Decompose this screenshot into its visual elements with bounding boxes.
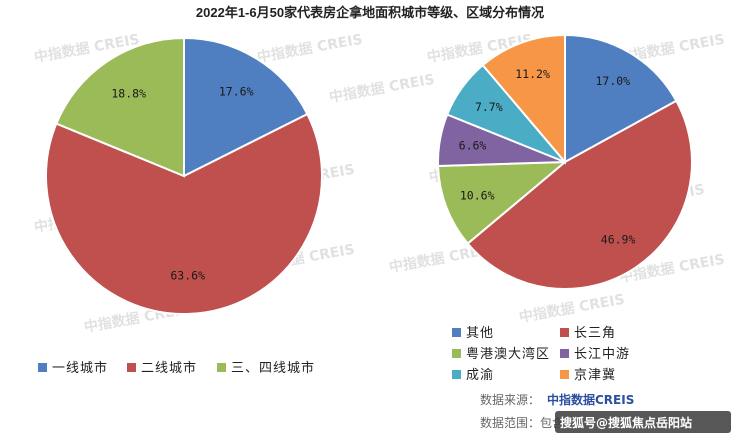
- legend-label: 成渝: [466, 367, 494, 383]
- legend-label: 三、四线城市: [231, 360, 315, 376]
- watermark-text: 中指数据 CREIS: [328, 71, 436, 106]
- slice-data-label: 46.9%: [601, 233, 636, 247]
- pie-slice: [55, 36, 185, 178]
- platform-badge-bg: [555, 411, 731, 433]
- chart-title: 2022年1-6月50家代表房企拿地面积城市等级、区域分布情况: [196, 5, 544, 20]
- legend-swatch: [452, 370, 461, 379]
- legend-swatch: [560, 370, 569, 379]
- slice-data-label: 11.2%: [515, 67, 550, 81]
- source-note: 数据来源： 中指数据CREIS 数据范围：包含 搜狐号@搜狐焦点岳阳站: [480, 392, 731, 433]
- slice-data-label: 6.6%: [459, 139, 487, 153]
- legend-swatch: [452, 349, 461, 358]
- legend-swatch: [560, 349, 569, 358]
- legend-label: 二线城市: [141, 360, 197, 376]
- legend-swatch: [217, 363, 226, 372]
- legend-city-tier: 一线城市 二线城市 三、四线城市: [38, 360, 315, 376]
- pie-slice: [183, 36, 309, 178]
- slice-data-label: 17.6%: [219, 84, 254, 98]
- legend-swatch: [38, 363, 47, 372]
- source-name: 中指数据CREIS: [547, 392, 634, 407]
- legend-label: 粤港澳大湾区: [466, 346, 550, 362]
- pie-slice: [45, 112, 323, 315]
- legend-swatch: [452, 328, 461, 337]
- legend-label: 京津冀: [574, 367, 616, 383]
- slice-data-label: 63.6%: [170, 268, 205, 282]
- watermark-text: 中指数据 CREIS: [256, 31, 364, 66]
- legend-label: 一线城市: [52, 360, 108, 376]
- pie-chart-city-tier: 17.6% 63.6% 18.8%: [45, 36, 323, 315]
- watermark-text: 中指数据 CREIS: [518, 291, 626, 326]
- pie-slice: [564, 33, 678, 164]
- legend-swatch: [127, 363, 136, 372]
- pie-chart-region: 17.0% 46.9% 10.6% 6.6% 7.7% 11.2%: [437, 33, 693, 290]
- legend-label: 长江中游: [574, 347, 630, 362]
- slice-data-label: 10.6%: [460, 189, 495, 203]
- pie-slice: [437, 160, 568, 245]
- slice-data-label: 17.0%: [595, 74, 630, 88]
- source-prefix: 数据来源：: [480, 392, 540, 407]
- slice-data-label: 7.7%: [475, 100, 503, 114]
- legend-label: 长三角: [574, 326, 616, 341]
- platform-badge: 搜狐号@搜狐焦点岳阳站: [560, 415, 692, 430]
- legend-label: 其他: [466, 326, 494, 341]
- legend-swatch: [560, 328, 569, 337]
- slice-data-label: 18.8%: [111, 87, 146, 101]
- pie-slice: [481, 33, 566, 165]
- range-prefix: 数据范围：包含: [480, 415, 564, 430]
- pie-slice: [466, 99, 693, 290]
